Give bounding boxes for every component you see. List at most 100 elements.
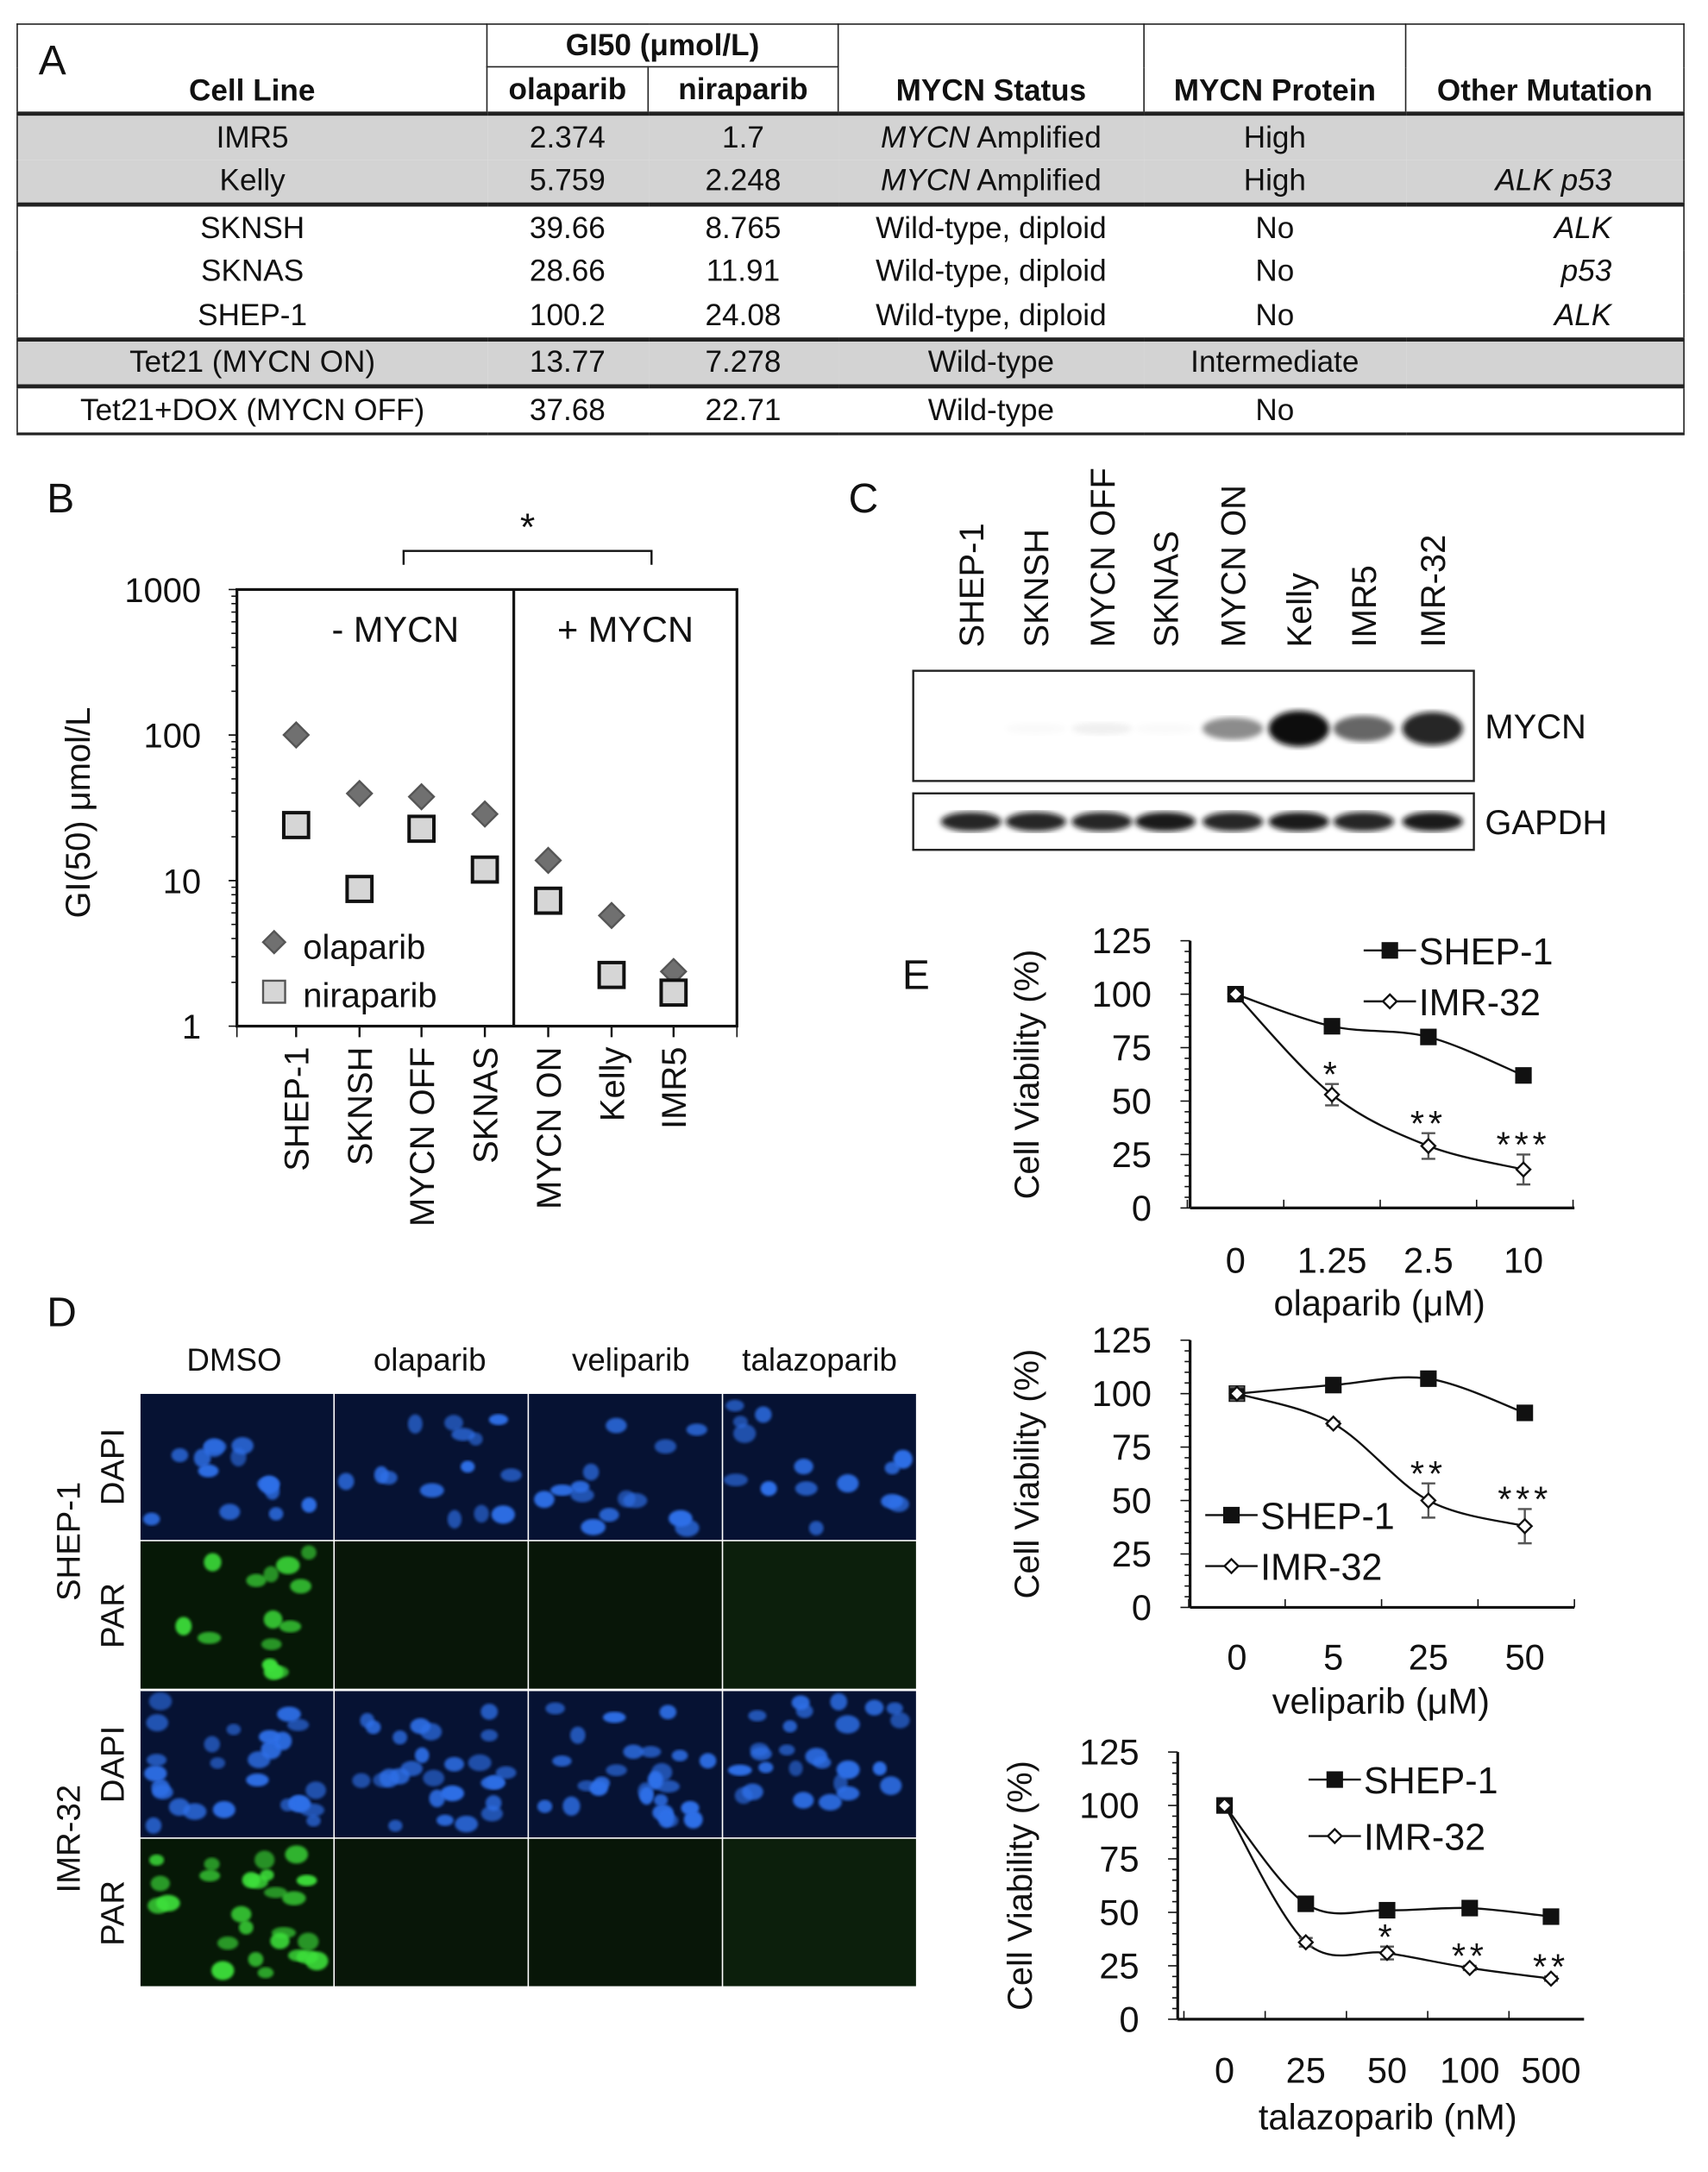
nucleus	[581, 1518, 606, 1535]
shep1-point	[1325, 1377, 1342, 1394]
nucleus	[500, 1468, 522, 1482]
nucleus	[699, 1753, 717, 1769]
y-tick-label: 100	[144, 718, 202, 756]
significance-stars: **	[1410, 1453, 1447, 1494]
column-header: talazoparib	[742, 1342, 897, 1378]
nucleus	[352, 1773, 371, 1788]
legend-label: SHEP-1	[1364, 1761, 1498, 1802]
imr32-point	[1378, 1944, 1396, 1962]
lane-label: MYCN ON	[1215, 485, 1253, 647]
mycn-protein: No	[1255, 297, 1295, 332]
nucleus	[606, 1417, 627, 1434]
nucleus	[750, 1742, 769, 1756]
shep1-point	[1420, 1370, 1437, 1387]
nucleus	[651, 1762, 673, 1782]
table-row: SKNAS 28.66 11.91 Wild-type, diploid No p53	[16, 249, 1685, 294]
nucleus	[813, 1756, 832, 1769]
nucleus	[277, 1706, 301, 1723]
nucleus	[155, 1894, 180, 1911]
header-niraparib: niraparib	[647, 66, 839, 115]
nucleus	[288, 1795, 311, 1813]
legend-imr32-marker	[1326, 1827, 1343, 1845]
significance-stars: ***	[1497, 1125, 1551, 1165]
nucleus	[582, 1463, 600, 1481]
nucleus	[168, 1798, 191, 1817]
cell-line: IMR5	[16, 111, 487, 160]
protein-band	[1402, 712, 1463, 746]
x-category-label: Kelly	[593, 1047, 631, 1122]
cell-line: SHEP-1	[16, 293, 487, 339]
nucleus	[305, 1781, 326, 1799]
nucleus	[794, 1481, 818, 1496]
gi50-table: Cell Line GI50 (μmol/L) MYCN Status MYCN…	[16, 23, 1685, 435]
nucleus	[480, 1729, 499, 1742]
nucleus	[758, 1761, 774, 1773]
nucleus	[637, 1782, 654, 1801]
dapi-image	[723, 1393, 916, 1541]
lane-label: SHEP-1	[953, 523, 991, 647]
nucleus	[808, 1521, 824, 1535]
nucleus	[152, 1785, 173, 1800]
nucleus	[374, 1466, 389, 1484]
significance-stars: ***	[1498, 1479, 1552, 1520]
x-tick-label: 0	[1227, 1636, 1246, 1677]
mycn-protein: No	[1144, 202, 1406, 250]
par-image	[529, 1541, 722, 1689]
nucleus	[257, 1967, 274, 1979]
panel-label-d: D	[47, 1290, 77, 1336]
nucleus	[837, 1474, 859, 1493]
x-category-label: IMR5	[656, 1047, 694, 1129]
niraparib-point	[470, 855, 499, 884]
plot-frame	[235, 587, 738, 1028]
table-row: Tet21+DOX (MYCN OFF) 37.68 22.71 Wild-type N…	[16, 384, 1685, 435]
table-row: IMR5 2.374 1.7 MYCN Amplified High	[16, 111, 1685, 160]
x-tick-label: 100	[1440, 2050, 1499, 2090]
y-axis-title: Cell Viability (%)	[1002, 1761, 1039, 2011]
nucleus	[204, 1736, 221, 1753]
x-axis-title: veliparib (μM)	[1272, 1680, 1490, 1721]
nucleus	[423, 1769, 445, 1786]
shep1-point	[1542, 1908, 1560, 1925]
nucleus	[788, 1760, 803, 1777]
dapi-image	[529, 1393, 722, 1541]
imr32-point	[1227, 985, 1245, 1003]
legend-shep1-marker	[1222, 1506, 1240, 1524]
x-tick-label: 25	[1286, 2050, 1326, 2090]
lane-label: Kelly	[1281, 573, 1319, 648]
cell-line: Tet21+DOX (MYCN OFF)	[16, 384, 487, 435]
niraparib-point	[534, 886, 562, 915]
nucleus	[306, 1815, 321, 1827]
legend-olaparib-label: olaparib	[303, 928, 425, 966]
x-category-label: SKNAS	[467, 1047, 505, 1164]
protein-band	[1333, 715, 1394, 742]
nucleus	[436, 1814, 454, 1826]
mycn-protein: High	[1144, 159, 1406, 205]
nucleus	[263, 1610, 283, 1629]
table-row: SKNSH 39.66 8.765 Wild-type, diploid No ALK	[16, 202, 1685, 250]
legend-label: SHEP-1	[1260, 1496, 1395, 1537]
nucleus	[279, 1620, 302, 1633]
cell-line-label: IMR-32	[51, 1785, 88, 1893]
y-axis-title: Cell Viability (%)	[1008, 950, 1046, 1200]
y-tick-label: 50	[1112, 1081, 1152, 1121]
lane-label: SKNSH	[1018, 529, 1056, 648]
nucleus	[818, 1793, 842, 1811]
stain-label: DAPI	[95, 1428, 132, 1505]
nucleus	[755, 1406, 772, 1423]
nucleus	[148, 1692, 173, 1711]
nucleus	[337, 1472, 355, 1491]
protein-band	[1006, 723, 1066, 734]
imr32-point	[1325, 1415, 1342, 1433]
nucleus	[248, 1951, 264, 1968]
nucleus	[259, 1729, 281, 1744]
legend-niraparib-marker	[261, 979, 286, 1004]
nucleus	[683, 1811, 703, 1829]
imr32-point	[1297, 1934, 1315, 1951]
status-text: Wild-type, diploid	[876, 254, 1107, 289]
protein-band	[940, 812, 1002, 832]
nucleus	[562, 1796, 581, 1816]
nucleus	[455, 1815, 479, 1833]
x-axis-title: olaparib (μM)	[1274, 1283, 1485, 1323]
mycn-status: Wild-type, diploid	[838, 250, 1144, 293]
nucleus	[301, 1545, 317, 1560]
